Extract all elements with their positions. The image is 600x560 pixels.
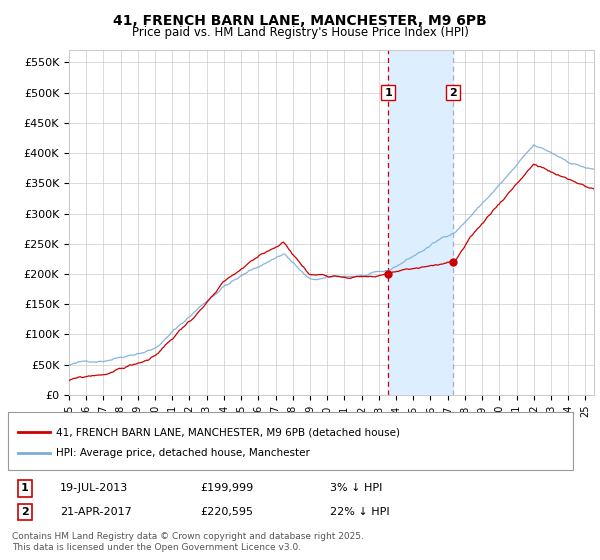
Text: Price paid vs. HM Land Registry's House Price Index (HPI): Price paid vs. HM Land Registry's House … [131, 26, 469, 39]
Text: 19-JUL-2013: 19-JUL-2013 [60, 483, 128, 493]
Point [383, 269, 393, 278]
Text: 21-APR-2017: 21-APR-2017 [60, 507, 132, 517]
Text: 2: 2 [21, 507, 29, 517]
Text: 3% ↓ HPI: 3% ↓ HPI [330, 483, 382, 493]
Text: Contains HM Land Registry data © Crown copyright and database right 2025.
This d: Contains HM Land Registry data © Crown c… [12, 533, 364, 552]
Point [448, 257, 458, 266]
Text: £220,595: £220,595 [200, 507, 253, 517]
Bar [388, 50, 453, 395]
Text: 1: 1 [21, 483, 29, 493]
Text: £199,999: £199,999 [200, 483, 253, 493]
Bar [8, 412, 573, 470]
Text: 22% ↓ HPI: 22% ↓ HPI [330, 507, 389, 517]
Text: 41, FRENCH BARN LANE, MANCHESTER, M9 6PB (detached house): 41, FRENCH BARN LANE, MANCHESTER, M9 6PB… [56, 427, 400, 437]
Text: HPI: Average price, detached house, Manchester: HPI: Average price, detached house, Manc… [56, 448, 310, 458]
Text: 2: 2 [449, 88, 457, 97]
Text: 1: 1 [384, 88, 392, 97]
Text: 41, FRENCH BARN LANE, MANCHESTER, M9 6PB: 41, FRENCH BARN LANE, MANCHESTER, M9 6PB [113, 14, 487, 28]
